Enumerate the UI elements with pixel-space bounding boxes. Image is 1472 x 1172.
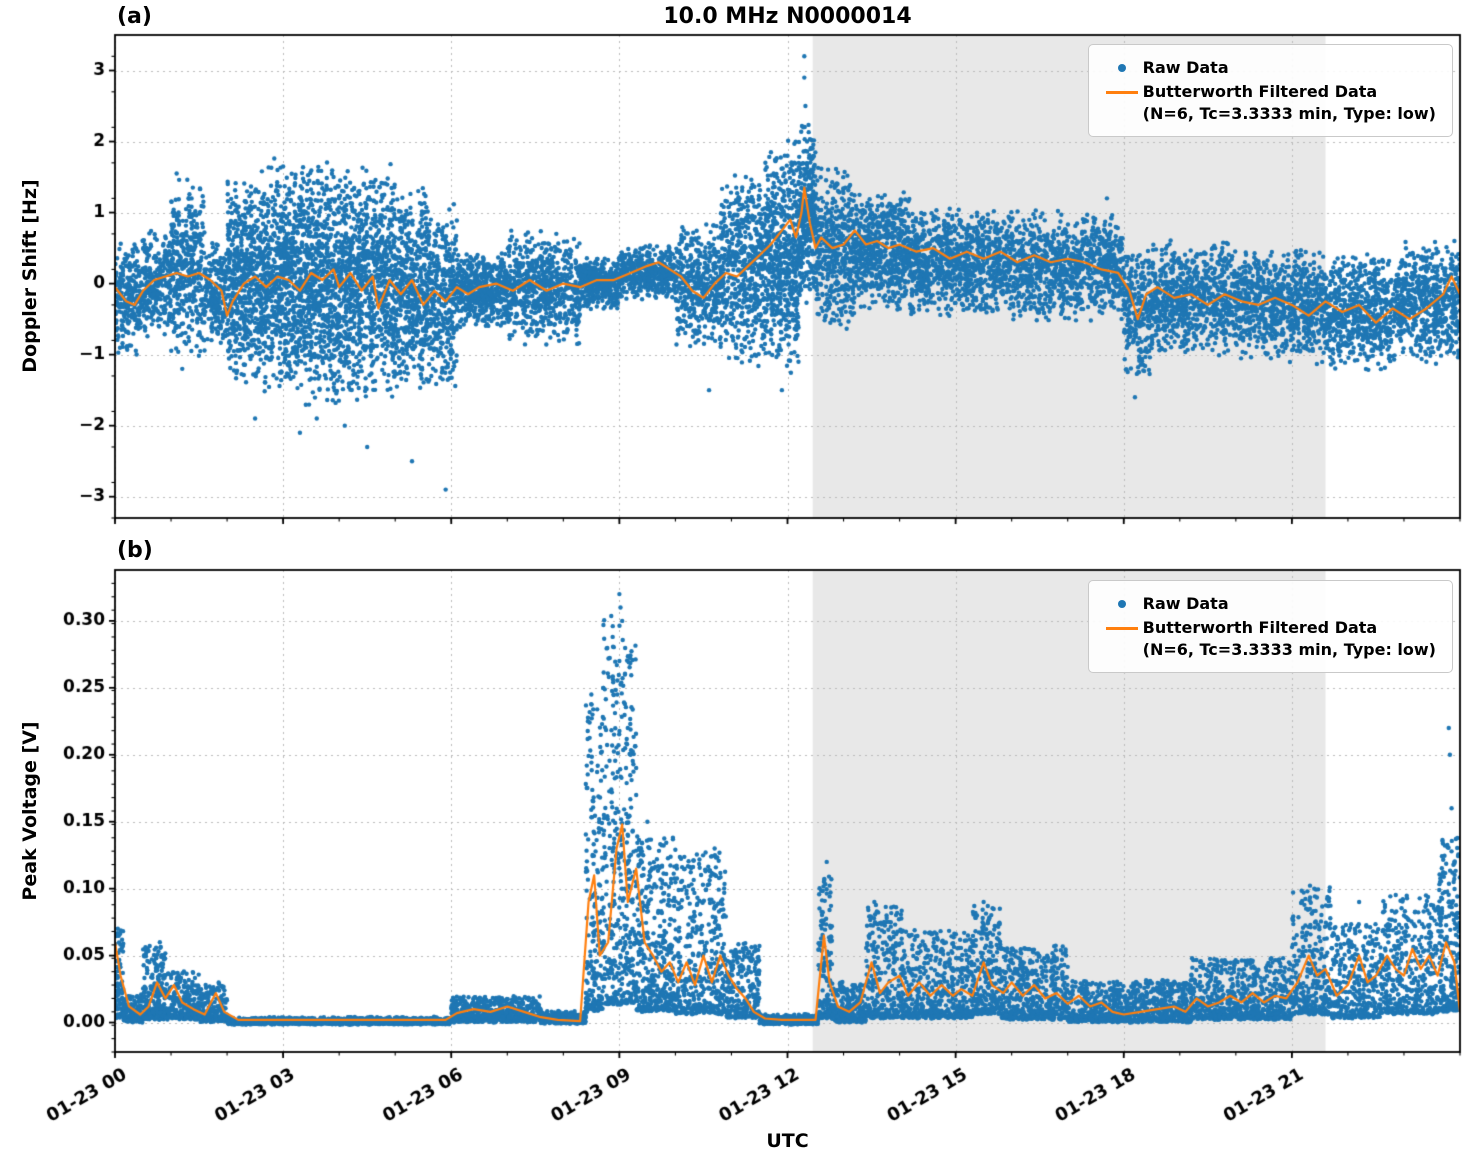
legend-filtered-sublabel: (N=6, Tc=3.3333 min, Type: low) — [1142, 639, 1436, 659]
legend-filtered-label: Butterworth Filtered Data — [1142, 82, 1378, 101]
chart-title: 10.0 MHz N0000014 — [663, 4, 912, 29]
legend-entry-filtered: Butterworth Filtered Data (N=6, Tc=3.333… — [1101, 81, 1436, 124]
legend-raw-label: Raw Data — [1142, 594, 1229, 613]
legend-filtered-sublabel: (N=6, Tc=3.3333 min, Type: low) — [1142, 103, 1436, 123]
legend-entry-filtered: Butterworth Filtered Data (N=6, Tc=3.333… — [1101, 617, 1436, 660]
legend-raw-label: Raw Data — [1142, 58, 1229, 77]
filtered-line-marker — [1101, 617, 1143, 639]
legend-panel-a: Raw Data Butterworth Filtered Data (N=6,… — [1087, 44, 1453, 138]
legend-entry-raw: Raw Data — [1101, 593, 1436, 615]
y-axis-label-voltage: Peak Voltage [V] — [19, 721, 41, 901]
legend-entry-raw: Raw Data — [1101, 57, 1436, 79]
filtered-line-marker — [1101, 81, 1143, 103]
panel-b-label: (b) — [117, 538, 153, 563]
panel-a-label: (a) — [117, 4, 152, 29]
y-axis-label-doppler: Doppler Shift [Hz] — [19, 179, 41, 373]
x-axis-label: UTC — [766, 1130, 809, 1152]
raw-data-dot-marker — [1101, 593, 1143, 615]
legend-filtered-label: Butterworth Filtered Data — [1142, 618, 1378, 637]
raw-data-dot-marker — [1101, 57, 1143, 79]
legend-panel-b: Raw Data Butterworth Filtered Data (N=6,… — [1087, 580, 1453, 674]
